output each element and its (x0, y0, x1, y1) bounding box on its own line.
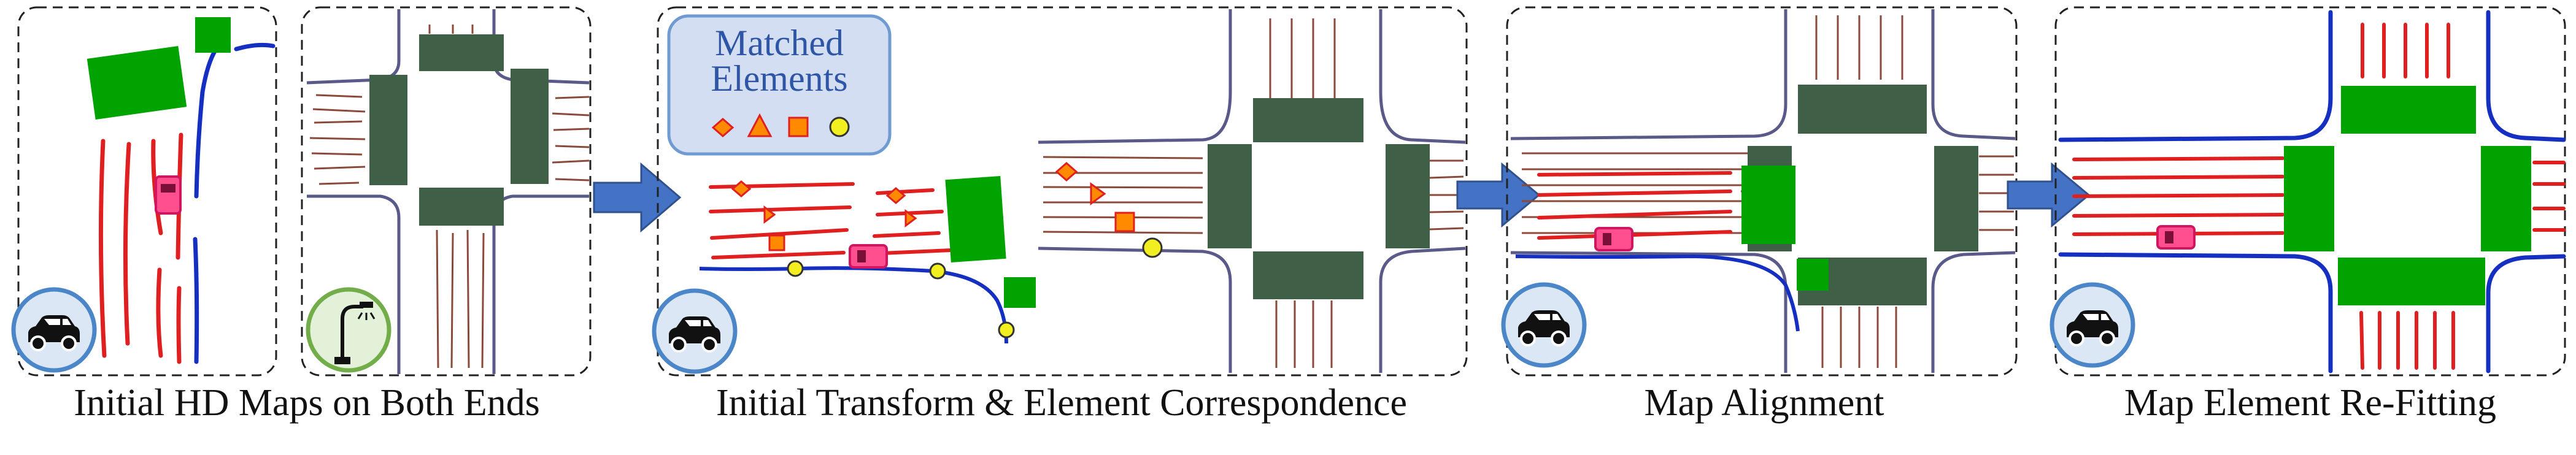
vehicle-icon (2050, 282, 2135, 368)
panel-refitting (2050, 6, 2566, 377)
diamond-marker (711, 118, 735, 137)
caption-alignment: Map Alignment (1644, 382, 1884, 424)
road-boundaries (193, 40, 276, 364)
crosswalk (1004, 277, 1036, 308)
roadside-unit-icon (306, 287, 391, 373)
vehicle-icon (1501, 282, 1587, 368)
infrastructure-elements (1038, 9, 1466, 373)
panel-vehicle-map (11, 6, 277, 377)
crosswalk (945, 176, 1006, 262)
arrow-icon (593, 162, 682, 233)
caption-refitting: Map Element Re-Fitting (2124, 382, 2497, 424)
lane-lines (309, 25, 590, 369)
crosswalk (1741, 166, 1795, 244)
lane-lines (98, 132, 183, 364)
arrow-icon (2007, 162, 2091, 228)
legend-title-line2: Elements (711, 58, 847, 99)
arrow-icon (1456, 162, 1541, 228)
crosswalk (1797, 259, 1829, 291)
legend-title-line1: Matched (715, 23, 844, 63)
vehicle-icon (11, 287, 97, 373)
vehicle-elements (699, 176, 1036, 344)
panel-infrastructure-map (301, 6, 592, 377)
car-marker (849, 244, 888, 269)
crosswalks (369, 34, 549, 226)
panel-frame (17, 6, 277, 377)
car-marker (2156, 225, 2196, 250)
crosswalk (195, 17, 231, 53)
caption-initial-maps: Initial HD Maps on Both Ends (74, 382, 540, 424)
square-marker (788, 117, 809, 137)
triangle-marker (747, 113, 773, 137)
car-marker (155, 175, 182, 215)
caption-initial-transform: Initial Transform & Element Corresponden… (715, 382, 1408, 424)
car-marker (1594, 227, 1633, 251)
panel-frame (301, 6, 592, 377)
vehicle-icon (652, 288, 738, 374)
panel-initial-transform: Matched Elements (652, 6, 1468, 377)
legend-box: Matched Elements (667, 14, 892, 156)
crosswalk (87, 46, 187, 120)
circle-marker (829, 117, 850, 137)
panel-map-alignment (1501, 6, 2018, 377)
